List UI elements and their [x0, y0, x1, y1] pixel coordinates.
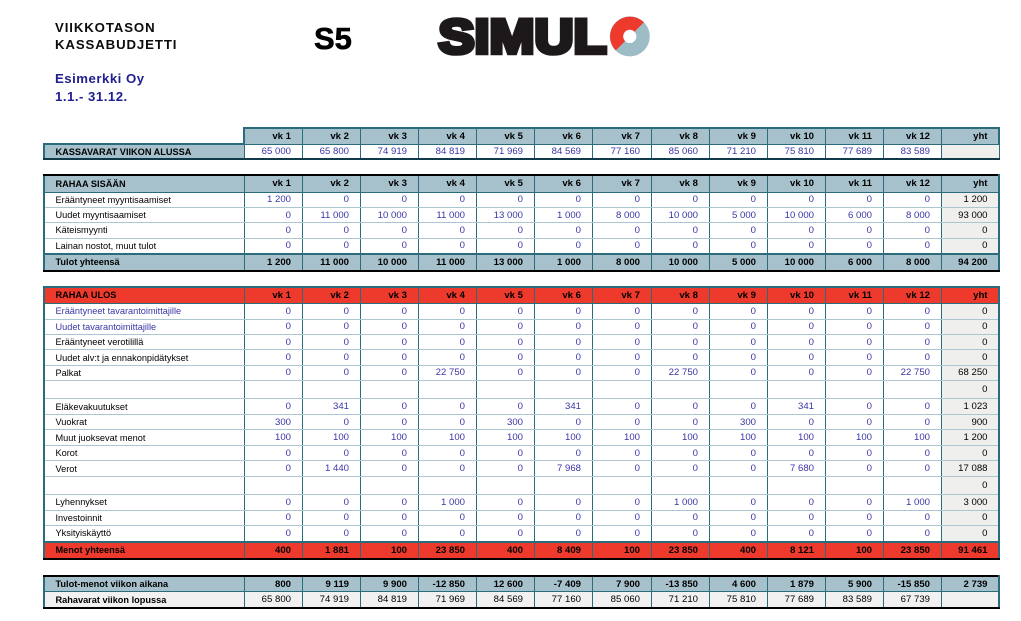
svg-text:SIMUL: SIMUL — [439, 10, 607, 64]
